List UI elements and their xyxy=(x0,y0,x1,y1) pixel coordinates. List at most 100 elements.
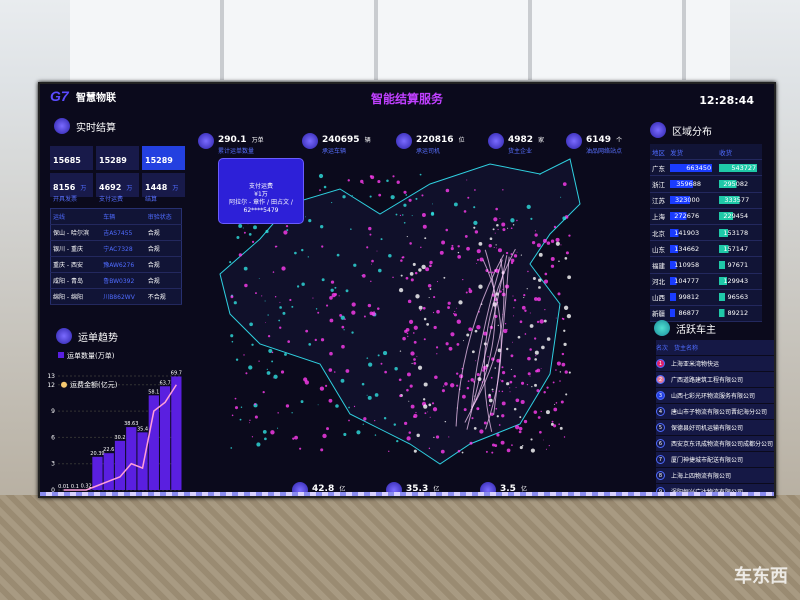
map-point xyxy=(305,329,309,333)
table-cell: 保山 - 哈尔滨 xyxy=(50,224,102,241)
column-header: 名次 xyxy=(656,345,669,352)
map-point xyxy=(234,406,239,410)
region-row: 山西 99812 96563 xyxy=(650,289,762,306)
kpi-card: 4692 万支付运费 xyxy=(96,173,139,203)
active-list: 名次 货主名称 1 上海亚米湾物快运 2 广西道路建筑工程有限公司 3 山西七彩光环物流服务有… xyxy=(656,340,774,496)
map-point xyxy=(407,335,409,338)
map-point xyxy=(427,411,429,413)
map-point xyxy=(538,286,541,289)
clock: 12:28:44 xyxy=(699,94,754,107)
map-point xyxy=(318,173,324,179)
map-point xyxy=(536,320,540,324)
map-point xyxy=(406,332,409,335)
stat-item: 6149 个油品网络站点 xyxy=(566,127,622,155)
map-point xyxy=(267,314,269,316)
map-point xyxy=(523,296,525,299)
list-item[interactable]: 4 唐山市子物流有限公司晋纪海分公司 xyxy=(656,404,774,419)
map-point xyxy=(243,354,245,356)
map-point xyxy=(543,319,547,323)
send-bar: 663450 xyxy=(670,163,713,172)
list-item[interactable]: 1 上海亚米湾物快运 xyxy=(656,356,774,371)
map-point xyxy=(470,378,474,382)
list-item[interactable]: 6 西安京东讯成物流有限公司成都分公司 xyxy=(656,436,774,451)
receive-bar: 229454 xyxy=(719,212,750,221)
map-point xyxy=(555,241,560,246)
list-item[interactable]: 3 山西七彩光环物流服务有限公司 xyxy=(656,388,774,403)
x-tick: 19/01 xyxy=(115,494,125,498)
map-point xyxy=(406,436,411,441)
map-point xyxy=(287,340,291,343)
list-item[interactable]: 5 保德县好司机运输有限公司 xyxy=(656,420,774,435)
map-point xyxy=(534,350,539,355)
map-point xyxy=(317,404,319,406)
map-point xyxy=(501,401,506,406)
map-point xyxy=(399,214,402,217)
owner-name: 唐山市子物流有限公司晋纪海分公司 xyxy=(671,409,768,416)
rank-badge: 9 xyxy=(656,487,665,496)
map-point xyxy=(367,303,372,308)
map-point xyxy=(537,297,541,302)
map-point xyxy=(495,244,497,246)
bar-label: 58.1 xyxy=(148,389,159,395)
list-item[interactable]: 2 广西道路建筑工程有限公司 xyxy=(656,372,774,387)
map-point xyxy=(429,266,431,267)
map-point xyxy=(543,279,549,284)
list-item[interactable]: 7 厦门神捷城市配送有限公司 xyxy=(656,452,774,467)
map-point xyxy=(419,309,422,312)
total-item: 3.5 亿累计结算金额 xyxy=(480,476,536,496)
map-point xyxy=(402,214,404,216)
table-row: 保山 - 哈尔滨 吉AS7455 合规 xyxy=(50,224,182,241)
map-point xyxy=(415,294,420,299)
map-point xyxy=(565,393,568,396)
map-point xyxy=(405,194,408,196)
map-point xyxy=(340,315,345,320)
list-item[interactable]: 9 涡阳恒兴广达物流有限公司 xyxy=(656,484,774,496)
region-name: 山西 xyxy=(650,289,669,306)
stat-label: 承运司机 xyxy=(416,148,441,155)
map-point xyxy=(510,368,512,370)
map-point xyxy=(274,296,277,298)
payment-tooltip: 支付运费 ¥1万 阿拉尔 - 章作 / 田占文 / 62****5479 xyxy=(218,158,304,224)
section-title: 运单趋势 xyxy=(78,332,118,344)
column-header: 车辆 xyxy=(101,208,146,225)
watermark: 车东西 xyxy=(734,566,788,587)
map-point xyxy=(374,393,379,397)
map-point xyxy=(408,400,410,402)
region-name: 浙江 xyxy=(650,175,669,193)
map-point xyxy=(501,390,504,393)
map-point xyxy=(568,371,571,374)
map-point xyxy=(510,258,515,263)
kpi-grid: 15685 单新增订单15289 单订单验证15289 单合规审验 8156 万开… xyxy=(50,146,185,203)
map-point xyxy=(360,179,364,184)
list-item[interactable]: 8 上海上四物流有限公司 xyxy=(656,468,774,483)
map-point xyxy=(533,410,538,414)
rank-badge: 4 xyxy=(656,407,665,416)
map-point xyxy=(426,323,430,326)
map-point xyxy=(409,272,414,276)
map-point xyxy=(554,403,556,405)
map-point xyxy=(321,278,325,282)
map-point xyxy=(255,292,257,295)
map-point xyxy=(272,377,274,379)
map-point xyxy=(362,182,364,184)
map-point xyxy=(248,422,250,424)
bar-label: 30.2 xyxy=(114,435,125,441)
map-point xyxy=(234,397,237,400)
map-point xyxy=(248,233,252,236)
map-point xyxy=(537,416,541,419)
stat-unit: 个 xyxy=(616,137,623,144)
send-bar: 134662 xyxy=(670,244,701,253)
map-point xyxy=(558,260,560,263)
map-point xyxy=(520,254,522,256)
map-point xyxy=(553,407,558,412)
map-point xyxy=(513,299,517,302)
map-point xyxy=(550,422,554,426)
map-point xyxy=(534,233,538,237)
map-point xyxy=(425,267,430,272)
map-point xyxy=(324,384,328,387)
china-map[interactable] xyxy=(200,144,590,474)
total-item: 42.8 亿累计运费总额 xyxy=(292,476,348,496)
map-point xyxy=(550,257,555,261)
map-point xyxy=(403,221,406,224)
map-point xyxy=(294,435,298,440)
